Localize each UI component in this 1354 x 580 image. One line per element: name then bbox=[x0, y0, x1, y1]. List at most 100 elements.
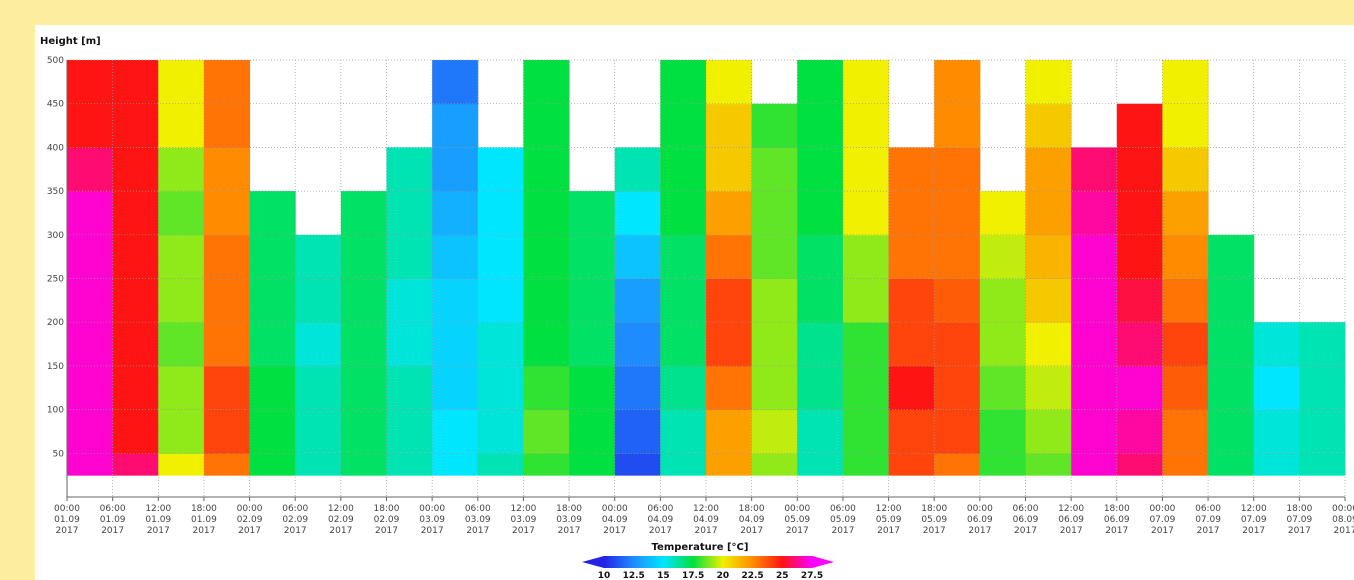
heat-cell bbox=[158, 103, 205, 148]
heat-cell bbox=[523, 60, 570, 105]
heat-cell bbox=[1025, 147, 1072, 192]
heat-cell bbox=[934, 409, 981, 454]
x-tick-label: 2017 bbox=[877, 526, 900, 536]
heat-cell bbox=[797, 234, 844, 279]
heat-cell bbox=[1025, 234, 1072, 279]
colorbar-tick-label: 10 bbox=[598, 571, 611, 580]
heat-cell bbox=[1071, 234, 1118, 279]
y-tick-label: 100 bbox=[47, 406, 64, 416]
x-tick-label: 12:00 bbox=[876, 504, 902, 514]
heat-cell bbox=[660, 322, 707, 367]
heat-cell bbox=[1299, 365, 1346, 411]
heat-cell bbox=[1116, 322, 1163, 367]
heat-cell bbox=[1116, 103, 1163, 148]
heat-cell bbox=[614, 191, 661, 236]
x-tick-label: 00:00 bbox=[967, 504, 993, 514]
heat-cell bbox=[1208, 234, 1255, 279]
heat-cell bbox=[1025, 278, 1072, 323]
heat-cell bbox=[660, 278, 707, 323]
heat-cell bbox=[1116, 191, 1163, 236]
x-tick-label: 06:00 bbox=[282, 504, 308, 514]
heat-cell bbox=[67, 60, 114, 105]
x-tick-label: 04.09 bbox=[693, 515, 719, 525]
heat-cell bbox=[203, 234, 251, 279]
heat-cell bbox=[477, 453, 524, 476]
heat-cell bbox=[1162, 191, 1209, 236]
x-tick-label: 00:00 bbox=[237, 504, 263, 514]
heat-cell bbox=[340, 234, 387, 279]
heat-cell bbox=[842, 453, 890, 476]
x-tick-label: 01.09 bbox=[191, 515, 217, 525]
colorbar-tick-label: 12.5 bbox=[623, 571, 645, 580]
heat-cell bbox=[523, 147, 570, 192]
x-tick-label: 2017 bbox=[923, 526, 946, 536]
heat-cell bbox=[1253, 453, 1300, 476]
heat-cell bbox=[888, 147, 935, 192]
x-tick-label: 07.09 bbox=[1150, 515, 1176, 525]
heat-cell bbox=[386, 191, 433, 236]
heat-cell bbox=[523, 234, 570, 279]
heat-cell bbox=[797, 453, 844, 476]
y-axis-label: Height [m] bbox=[40, 36, 101, 47]
x-tick-label: 2017 bbox=[375, 526, 398, 536]
x-tick-label: 03.09 bbox=[556, 515, 582, 525]
x-tick-label: 12:00 bbox=[693, 504, 719, 514]
heat-cell bbox=[203, 60, 251, 105]
heat-cell bbox=[1116, 234, 1163, 279]
heat-cell bbox=[1025, 453, 1072, 476]
heat-cell bbox=[614, 365, 661, 411]
heat-cell bbox=[569, 234, 616, 279]
heat-cell bbox=[477, 278, 524, 323]
heat-cell bbox=[934, 322, 981, 367]
heat-cell bbox=[1162, 322, 1209, 367]
x-tick-label: 2017 bbox=[421, 526, 444, 536]
heat-cell bbox=[295, 234, 342, 279]
heat-cell bbox=[888, 453, 935, 476]
x-tick-label: 18:00 bbox=[1104, 504, 1130, 514]
x-tick-label: 2017 bbox=[1014, 526, 1037, 536]
heat-cell bbox=[888, 365, 935, 411]
x-tick-label: 2017 bbox=[968, 526, 991, 536]
heat-cell bbox=[569, 322, 616, 367]
heat-cell bbox=[158, 409, 205, 454]
x-tick-label: 18:00 bbox=[374, 504, 400, 514]
heat-cell bbox=[295, 453, 342, 476]
heat-cell bbox=[203, 453, 251, 476]
x-tick-label: 04.09 bbox=[602, 515, 628, 525]
heat-cell bbox=[295, 365, 342, 411]
y-tick-label: 300 bbox=[47, 231, 64, 241]
y-tick-label: 250 bbox=[47, 275, 64, 285]
x-tick-label: 2017 bbox=[1288, 526, 1311, 536]
heat-cell bbox=[569, 453, 616, 476]
heat-cell bbox=[112, 147, 159, 192]
heat-cell bbox=[67, 103, 114, 148]
x-tick-label: 12:00 bbox=[328, 504, 354, 514]
heat-cell bbox=[523, 365, 570, 411]
heat-cell bbox=[1299, 453, 1346, 476]
heat-cell bbox=[797, 103, 844, 148]
heat-cell bbox=[249, 365, 296, 411]
x-tick-label: 00:00 bbox=[1149, 504, 1175, 514]
heat-cell bbox=[842, 60, 890, 105]
heat-cell bbox=[888, 278, 935, 323]
heat-cell bbox=[340, 453, 387, 476]
x-tick-label: 05.09 bbox=[876, 515, 902, 525]
x-tick-label: 00:00 bbox=[1332, 504, 1354, 514]
heat-cell bbox=[842, 409, 890, 454]
heat-cell bbox=[934, 278, 981, 323]
heat-cell bbox=[614, 234, 661, 279]
heat-cell bbox=[432, 103, 479, 148]
y-tick-label: 150 bbox=[47, 362, 64, 372]
heat-cell bbox=[934, 453, 981, 476]
heat-cell bbox=[67, 191, 114, 236]
heat-cell bbox=[386, 365, 433, 411]
heat-cell bbox=[523, 322, 570, 367]
heat-cell bbox=[1025, 191, 1072, 236]
y-tick-label: 50 bbox=[53, 449, 65, 459]
heat-cell bbox=[751, 103, 798, 148]
heat-cell bbox=[751, 453, 798, 476]
x-tick-label: 02.09 bbox=[328, 515, 354, 525]
x-tick-label: 2017 bbox=[1060, 526, 1083, 536]
heat-cell bbox=[386, 453, 433, 476]
x-tick-label: 2017 bbox=[101, 526, 124, 536]
